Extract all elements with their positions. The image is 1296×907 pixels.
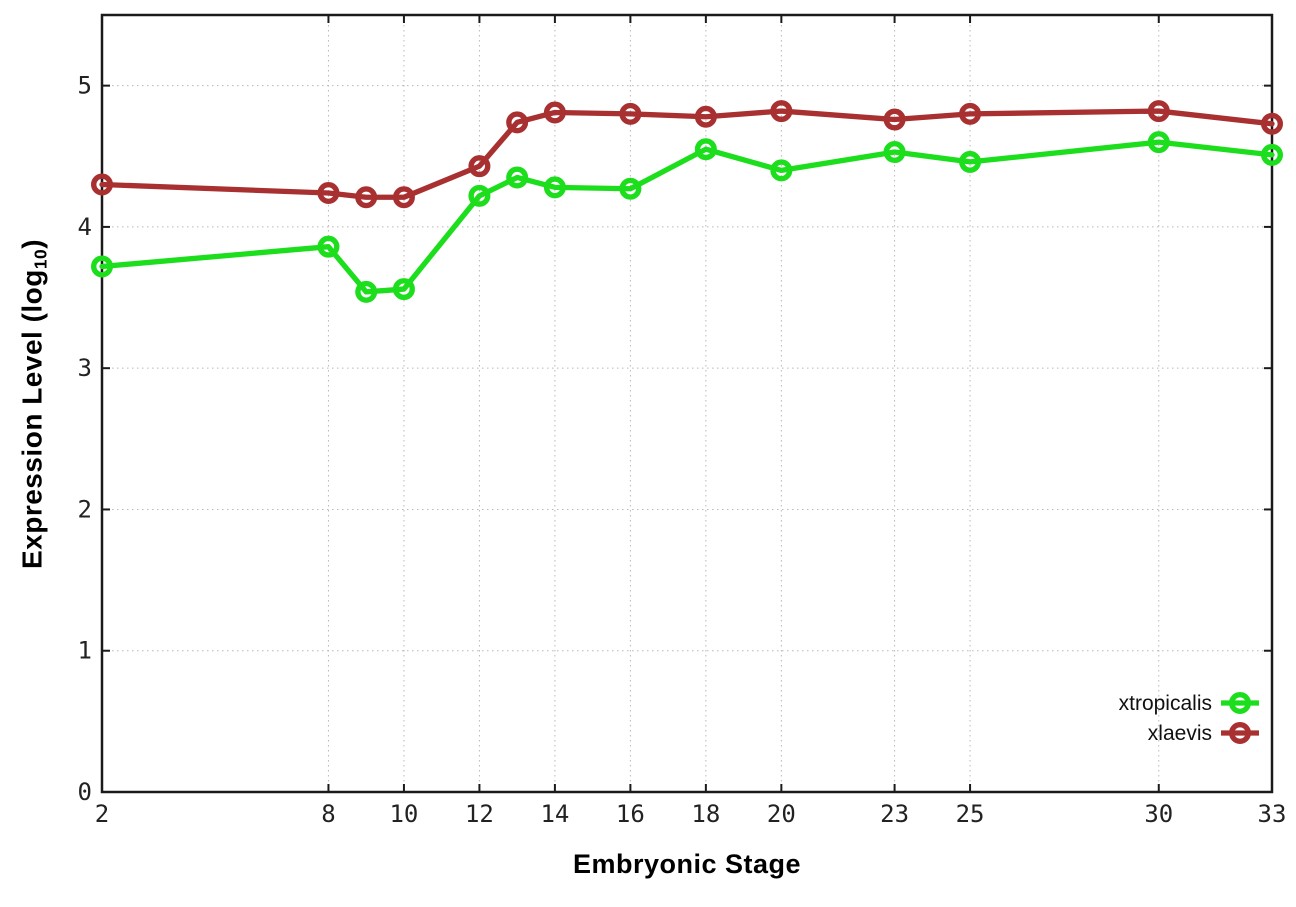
y-tick-label: 0 (78, 778, 92, 806)
x-tick-label: 25 (956, 800, 985, 828)
x-tick-label: 16 (616, 800, 645, 828)
data-point-xtropicalis-stage-2 (90, 255, 113, 278)
x-tick-label: 33 (1258, 800, 1287, 828)
data-point-xlaevis-stage-2 (90, 173, 113, 196)
data-point-xtropicalis-stage-25 (959, 150, 982, 173)
x-tick-label: 30 (1144, 800, 1173, 828)
legend-label-xtropicalis: xtropicalis (1119, 692, 1212, 715)
series-line-xlaevis (99, 108, 1275, 200)
data-point-xlaevis-stage-33 (1260, 112, 1283, 135)
x-tick-label: 18 (691, 800, 720, 828)
y-axis-title-subscript: 10 (30, 248, 51, 270)
data-point-xlaevis-stage-9 (355, 186, 378, 209)
data-point-xtropicalis-stage-9 (355, 280, 378, 303)
y-tick-label: 4 (78, 213, 92, 241)
x-tick-label: 20 (767, 800, 796, 828)
data-point-xlaevis-stage-25 (959, 102, 982, 125)
data-point-xlaevis-stage-10 (392, 186, 415, 209)
data-point-xtropicalis-stage-20 (770, 159, 793, 182)
data-point-xtropicalis-stage-10 (392, 278, 415, 301)
plot-border (100, 13, 1274, 794)
data-point-xtropicalis-stage-12 (468, 184, 491, 207)
series-line-xtropicalis (99, 139, 1275, 295)
y-tick-label: 5 (78, 72, 92, 100)
data-point-xlaevis-stage-20 (770, 100, 793, 123)
legend-marker-xlaevis (1228, 722, 1251, 745)
data-point-xlaevis-stage-8 (317, 182, 340, 205)
data-point-xlaevis-stage-12 (468, 155, 491, 178)
data-point-xtropicalis-stage-13 (506, 166, 529, 189)
x-tick-label: 23 (880, 800, 909, 828)
x-tick-label: 10 (389, 800, 418, 828)
y-axis-title-text: Expression Level (log (16, 269, 48, 570)
y-tick-label: 1 (78, 637, 92, 665)
data-point-xtropicalis-stage-16 (619, 177, 642, 200)
data-point-xlaevis-stage-13 (506, 111, 529, 134)
x-tick-label: 8 (321, 800, 335, 828)
y-tick-label: 3 (78, 354, 92, 382)
data-point-xlaevis-stage-30 (1147, 100, 1170, 123)
data-point-xlaevis-stage-23 (883, 108, 906, 131)
x-axis-title: Embryonic Stage (572, 849, 802, 879)
x-tick-label: 12 (465, 800, 494, 828)
data-point-xlaevis-stage-16 (619, 102, 642, 125)
legend-marker-xtropicalis (1228, 692, 1251, 715)
data-point-xtropicalis-stage-23 (883, 141, 906, 164)
y-axis-title-close: ) (16, 238, 48, 249)
data-point-xtropicalis-stage-33 (1260, 143, 1283, 166)
data-point-xlaevis-stage-18 (694, 105, 717, 128)
legend-label-xlaevis: xlaevis (1148, 722, 1212, 745)
x-tick-label: 14 (540, 800, 569, 828)
x-tick-label: 2 (95, 800, 109, 828)
data-point-xlaevis-stage-14 (543, 101, 566, 124)
data-point-xtropicalis-stage-30 (1147, 131, 1170, 154)
y-tick-label: 2 (78, 495, 92, 523)
data-point-xtropicalis-stage-8 (317, 235, 340, 258)
y-axis-title: Expression Level (log10) (16, 239, 51, 569)
data-point-xtropicalis-stage-18 (694, 138, 717, 161)
data-point-xtropicalis-stage-14 (543, 176, 566, 199)
